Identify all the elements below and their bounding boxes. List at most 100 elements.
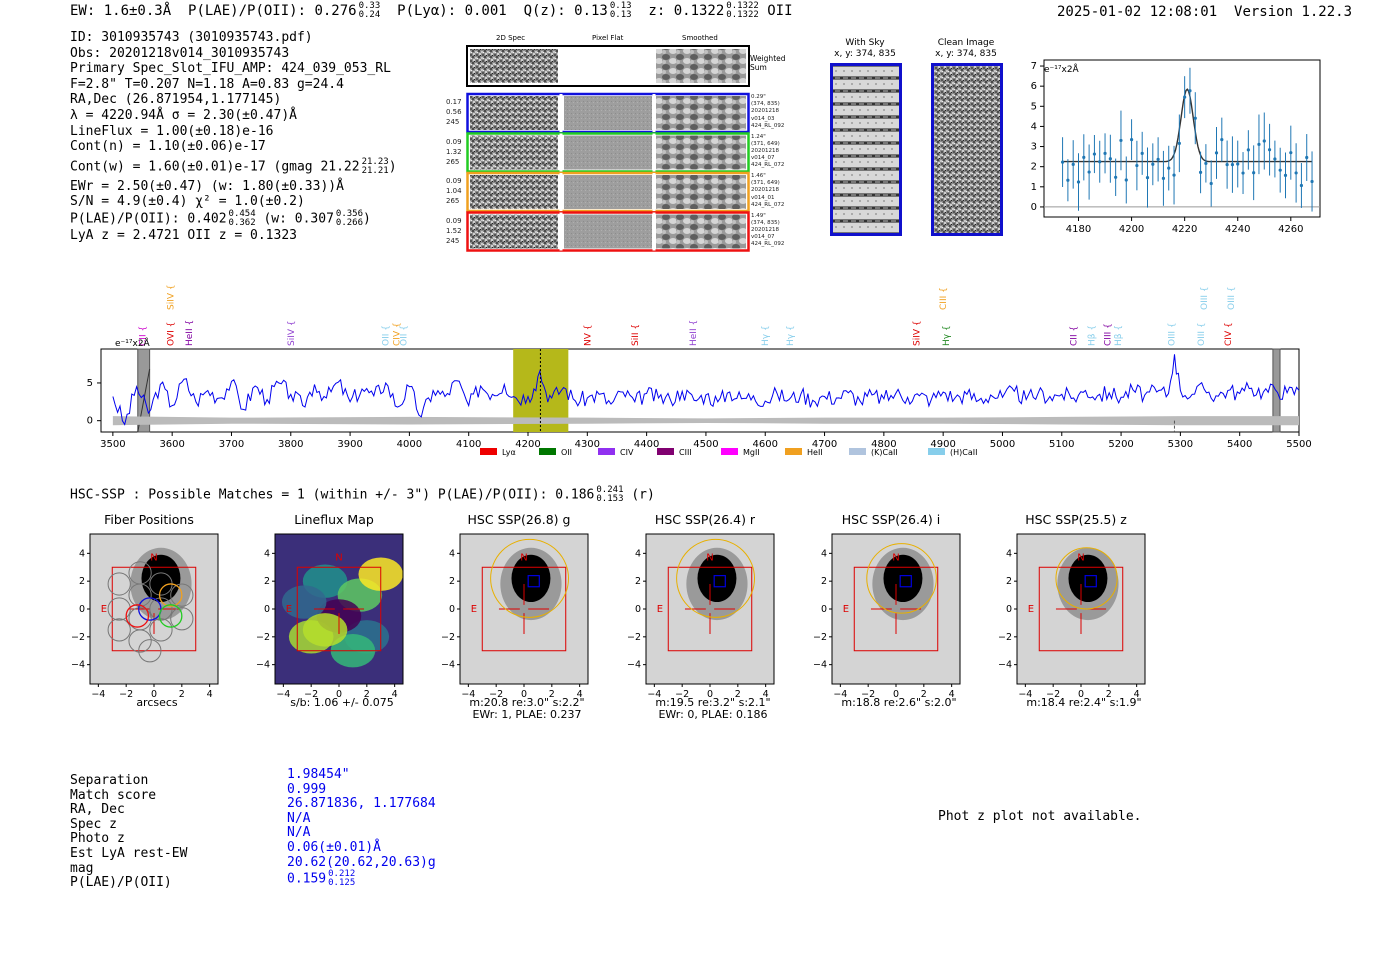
x-tick: −4 [1018, 689, 1032, 700]
zoom-data-point [1124, 178, 1128, 182]
hsc-panel-image: N E −4 −4 −2 −2 0 0 2 2 4 4 [627, 533, 775, 700]
hsc-panel-caption: s/b: 1.06 +/- 0.075 [255, 697, 417, 709]
zoom-ytick: 2 [1031, 162, 1037, 173]
emission-line-label: NV { [583, 325, 593, 346]
spectrum-xtick: 4000 [397, 439, 422, 450]
zoom-ytick: 7 [1031, 61, 1037, 72]
zoom-xtick: 4180 [1066, 224, 1091, 234]
hsc-panel-image: N E −4 −4 −2 −2 0 0 2 2 4 4 [256, 533, 404, 700]
y-tick: −4 [998, 660, 1012, 671]
plae-header: P(LAE)/P(OII): 0.276 [188, 3, 357, 19]
spectrum-xtick: 4600 [753, 439, 778, 450]
cutout-meta: 0.29" [751, 94, 766, 100]
y-tick: −4 [441, 660, 455, 671]
zoom-data-point [1193, 116, 1197, 120]
aperture-ellipse [676, 538, 756, 618]
y-tick: 0 [1006, 604, 1012, 615]
spectrum-ytick: 5 [87, 378, 93, 389]
legend-swatch [657, 448, 674, 455]
aperture-ellipse [1055, 547, 1118, 610]
source-blob [511, 554, 551, 603]
legend-swatch [598, 448, 615, 455]
zoom-data-point [1299, 183, 1304, 188]
spectrum-xtick: 5000 [990, 439, 1015, 450]
zoom-data-point [1129, 138, 1134, 142]
north-label: N [150, 552, 157, 563]
match-label: Photo z [70, 831, 125, 847]
cutout-stat: 1.04 [446, 187, 462, 195]
emission-line-label: HeII { [185, 320, 195, 346]
qz-range: 0.13 0.13 [609, 1, 632, 20]
y-tick: −4 [813, 660, 827, 671]
timestamp: 2025-01-02 12:08:01 [1057, 4, 1218, 20]
x-tick: −4 [833, 689, 847, 700]
emission-line-label: CII { [1070, 326, 1080, 346]
source-blob [1068, 554, 1108, 603]
spectrum-xtick: 4900 [930, 439, 955, 450]
x-tick: 2 [179, 689, 185, 700]
y-tick: 4 [79, 548, 85, 559]
x-tick: 4 [207, 689, 213, 700]
zoom-data-point [1082, 155, 1086, 159]
zoom-data-point [1198, 170, 1203, 175]
emission-line-label: OIII { [1197, 322, 1207, 346]
cutout-stat: 0.09 [446, 177, 462, 185]
caption-line: EWr: 0, PLAE: 0.186 [658, 708, 768, 721]
zoom-data-point [1220, 138, 1224, 142]
with-sky-title: With Sky x, y: 374, 835 [834, 38, 896, 59]
zoom-data-point [1066, 178, 1070, 182]
match-value: 1.98454" [287, 767, 350, 782]
cutout-stack [466, 45, 750, 252]
zoom-data-point [1177, 141, 1181, 145]
y-tick: 4 [821, 548, 827, 559]
cutout-row-border [466, 92, 750, 134]
y-tick: 2 [821, 576, 827, 587]
cutout-stat: 245 [446, 236, 460, 245]
col-smoothed: Smoothed [682, 34, 718, 42]
error-band [112, 416, 1300, 426]
x-tick: 0 [151, 689, 157, 700]
hsc-panel-caption: m:20.8 re:3.0" s:2.2" EWr: 1, PLAE: 0.237 [440, 697, 602, 721]
caption-line: m:19.5 re:3.2" s:2.1" [655, 696, 771, 709]
hsc-panel-caption: m:18.8 re:2.6" s:2.0" [812, 697, 974, 709]
hsc-panel-title: HSC SSP(26.4) i [841, 512, 941, 527]
cutout-stat: 245 [446, 118, 460, 126]
ew-value: EW: 1.6±0.3Å [70, 3, 172, 19]
zoom-data-point [1151, 162, 1155, 166]
legend-swatch [928, 448, 945, 455]
zoom-data-point [1167, 166, 1171, 170]
cutout-stat: 0.17 [446, 98, 462, 106]
full-spectrum: CII {SiIV {OVI {HeII {SiIV {OII {CIV {OI… [87, 284, 1312, 457]
spectrum-xtick: 5100 [1049, 439, 1074, 450]
x-tick: 2 [921, 689, 927, 700]
cutout-meta: 20201218 [751, 147, 779, 154]
x-tick: 4 [763, 689, 769, 700]
zoom-data-point [1310, 179, 1314, 184]
lineflux: LineFlux = 1.00(±0.18)e-16 [70, 123, 274, 139]
ew-rest: EWr = 2.50(±0.47) (w: 1.80(±0.33))Å [70, 178, 344, 194]
y-tick: −2 [256, 632, 270, 643]
legend-label: HeII [807, 448, 823, 457]
y-tick: 4 [635, 548, 641, 559]
hsc-panel-title: Lineflux Map [294, 512, 374, 527]
zoom-data-point [1161, 176, 1166, 180]
aperture-ellipse [490, 538, 570, 618]
z-header: z: 0.1322 [648, 3, 725, 19]
line-fit-plot: e⁻¹⁷x2Å 4180 4200 4220 4240 4260 0 1 2 3 4 5 6 7 [1031, 59, 1321, 234]
source-blob [883, 554, 923, 603]
zoom-data-point [1246, 148, 1250, 152]
spectrum-xtick: 5500 [1286, 439, 1311, 450]
north-label: N [520, 552, 527, 563]
legend-swatch [785, 448, 802, 455]
spectrum-ylabel: e⁻¹⁷x2Å [115, 337, 151, 349]
clean-image-title: Clean Image x, y: 374, 835 [935, 38, 997, 59]
y-tick: 2 [1006, 576, 1012, 587]
cutout-meta: 20201218 [751, 108, 779, 115]
legend-label: CIII [679, 448, 692, 457]
hsc-panel-title: HSC SSP(25.5) z [1025, 512, 1127, 527]
zoom-xtick: 4240 [1225, 224, 1250, 234]
clean-image [931, 63, 1003, 236]
fiber [138, 639, 162, 663]
version: Version 1.22.3 [1234, 4, 1353, 20]
caption-line: m:18.4 re:2.4" s:1.9" [1026, 696, 1142, 709]
